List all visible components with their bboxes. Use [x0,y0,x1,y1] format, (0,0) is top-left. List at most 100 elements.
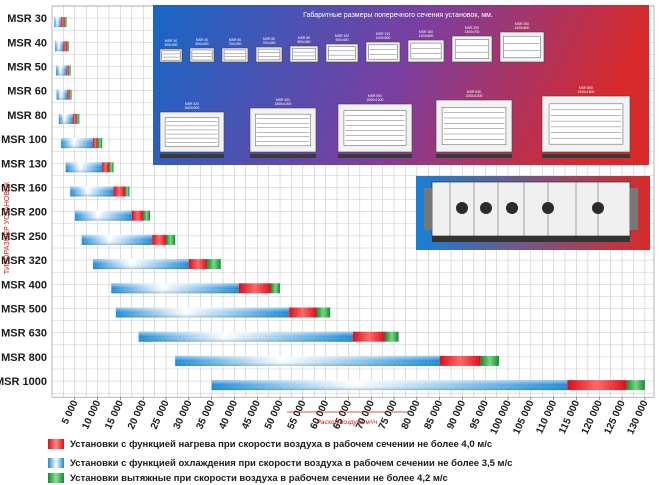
category-labels: MSR 30 MSR 40 MSR 50 MSR 60 MSR 80 MSR 100 MSR… [0,13,47,388]
unit-damper [191,49,213,61]
bar-heating [63,41,68,52]
legend-label-heating: Установки с функцией нагрева при скорост… [70,438,493,450]
unit-base [250,154,316,158]
bar-cooling-shading [175,355,440,366]
category-label: MSR 400 [1,279,47,291]
unit-name: MSR 630 [467,90,481,94]
bar-heating [102,162,110,173]
unit-dims: 700x300 [228,42,241,46]
bar-cooling-shading [55,41,64,52]
category-label: MSR 320 [1,255,47,267]
x-tick-label: 70 000 [354,398,377,431]
legend-swatch-exhaust [48,473,64,483]
x-tick-label: 65 000 [331,398,354,431]
unit-name: MSR 800 [579,86,593,90]
bar-heating [113,186,125,197]
bar-exhaust [69,89,72,100]
x-tick-label: 115 000 [557,398,582,435]
x-tick-label: 50 000 [263,398,286,431]
category-label: MSR 200 [1,207,47,219]
x-tick-label: 35 000 [194,398,217,431]
x-tick-label: 110 000 [534,398,559,435]
category-label: MSR 630 [1,328,47,340]
bar-heating [567,380,627,391]
unit-base [338,154,412,158]
unit-damper [343,110,407,146]
bar-exhaust [626,380,645,391]
x-tick-label: 15 000 [103,398,126,431]
unit-dims: 700x350 [262,41,275,45]
unit-dims: 800x350 [297,40,310,44]
unit-name: MSR 200 [465,26,479,30]
legend-heating: Установки с функцией нагрева при скорост… [48,437,492,451]
bar-exhaust [76,113,80,124]
unit-damper [255,113,311,147]
bar-exhaust [97,138,103,149]
bar-heating [439,355,481,366]
category-label: MSR 30 [7,13,47,25]
unit-damper [548,103,624,145]
legend-label-exhaust: Установки вытяжные при скорости воздуха … [70,472,448,484]
unit-dims: 1400x800 [515,26,530,30]
unit-base [542,154,630,158]
legend-label-cooling: Установки с функцией охлаждения при скор… [70,457,513,469]
x-tick-label: 75 000 [377,398,400,431]
bar-cooling-shading [70,186,114,197]
category-label: MSR 50 [7,62,47,74]
ahu-base [432,236,630,242]
bar-cooling-shading [56,65,67,76]
bar-cooling-shading [58,113,73,124]
legend-exhaust: Установки вытяжные при скорости воздуха … [48,471,448,485]
x-tick-label: 25 000 [149,398,172,431]
unit-name: MSR 400 [276,98,290,102]
legend-swatch-cooling [48,458,64,468]
bar-cooling-shading [138,331,353,342]
x-tick-label: 55 000 [286,398,309,431]
bar-exhaust [384,331,399,342]
unit-dims: 2000x1200 [367,98,384,102]
unit-dims: 500x300 [164,43,177,47]
unit-name: MSR 40 [196,38,208,42]
ahu-component-icon [456,202,468,214]
unit-dims: 2200x1300 [466,94,483,98]
unit-damper [161,50,181,61]
unit-damper [410,42,442,60]
x-tick-label: 5 000 [60,398,81,426]
bar-heating [72,113,77,124]
unit-name: MSR 320 [185,102,199,106]
x-tick-label: 130 000 [625,398,650,436]
unit-base [436,154,512,158]
bar-heating [188,259,208,270]
bar-heating [238,283,271,294]
category-label: MSR 500 [1,304,47,316]
unit-damper [223,49,247,61]
bar-cooling-shading [56,89,68,100]
unit-name: MSR 80 [298,36,310,40]
unit-name: MSR 130 [376,32,390,36]
x-tick-label: 120 000 [580,398,605,436]
unit-damper [368,44,398,60]
bar-cooling-shading [115,307,290,318]
ahu-outlet-damper [630,188,638,230]
chart-bars [54,17,645,391]
bar-exhaust [64,17,67,28]
x-tick-label: 125 000 [603,398,628,436]
bar-exhaust [124,186,130,197]
x-tick-label: 45 000 [240,398,263,431]
bar-cooling-shading [65,162,103,173]
x-tick-label: 10 000 [80,398,103,431]
unit-dims: 1300x700 [465,30,480,34]
category-label: MSR 100 [1,134,47,146]
ahu-component-icon [480,202,492,214]
ahu-component-icon [542,202,554,214]
x-tick-label: 80 000 [400,398,423,431]
